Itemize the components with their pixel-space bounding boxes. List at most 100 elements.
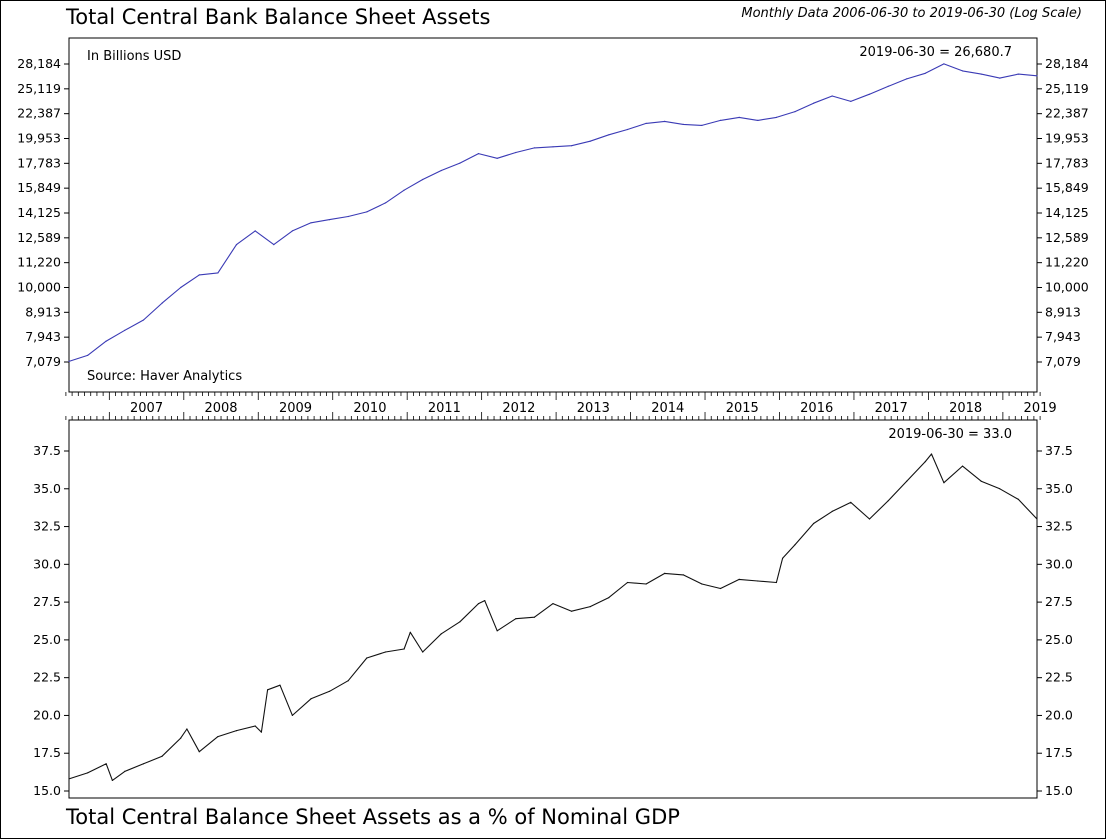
bottom-y-tick-label-left: 35.0 bbox=[33, 481, 61, 496]
x-year-label: 2019 bbox=[1024, 401, 1057, 416]
bottom-data-point bbox=[930, 453, 933, 455]
bottom-data-point bbox=[254, 725, 256, 727]
x-year-label: 2010 bbox=[353, 401, 386, 416]
bottom-y-tick-label-left: 22.5 bbox=[33, 670, 61, 685]
bottom-data-point bbox=[260, 731, 262, 733]
top-data-point bbox=[459, 162, 461, 164]
bottom-y-tick-label-left: 37.5 bbox=[33, 443, 61, 458]
top-data-point bbox=[719, 119, 722, 121]
top-data-point bbox=[738, 116, 740, 118]
bottom-data-point bbox=[868, 518, 871, 520]
bottom-data-point bbox=[459, 621, 461, 623]
top-y-tick-label-left: 28,184 bbox=[17, 56, 61, 71]
top-y-tick-label-right: 17,783 bbox=[1045, 155, 1089, 170]
bottom-y-tick-label-right: 25.0 bbox=[1045, 632, 1073, 647]
bottom-data-point bbox=[496, 630, 498, 632]
top-data-point bbox=[999, 77, 1001, 79]
top-y-tick-label-right: 14,125 bbox=[1045, 205, 1089, 220]
top-data-point bbox=[868, 93, 871, 95]
bottom-data-point bbox=[484, 600, 486, 602]
top-y-tick-label-left: 17,783 bbox=[17, 155, 61, 170]
top-data-point bbox=[850, 100, 852, 102]
top-y-tick-label-right: 7,943 bbox=[1045, 329, 1081, 344]
top-unit-note: In Billions USD bbox=[87, 49, 181, 64]
x-year-label: 2012 bbox=[502, 401, 535, 416]
top-data-point bbox=[180, 286, 182, 289]
bottom-data-point bbox=[924, 461, 926, 463]
bottom-data-point bbox=[124, 770, 126, 773]
bottom-y-tick-label-right: 17.5 bbox=[1045, 745, 1073, 760]
top-y-tick-label-left: 12,589 bbox=[17, 230, 61, 245]
top-y-tick-label-right: 11,220 bbox=[1045, 255, 1089, 270]
top-data-point bbox=[477, 153, 480, 155]
x-year-label: 2007 bbox=[130, 401, 163, 416]
top-data-point bbox=[924, 72, 926, 74]
top-data-point bbox=[664, 120, 666, 122]
bottom-data-point bbox=[217, 736, 219, 738]
top-y-tick-label-right: 22,387 bbox=[1045, 106, 1089, 121]
bottom-series-line bbox=[68, 453, 1038, 781]
top-y-tick-label-left: 7,943 bbox=[25, 329, 61, 344]
top-y-tick-label-left: 11,220 bbox=[17, 255, 61, 270]
bottom-data-point bbox=[235, 730, 238, 732]
bottom-data-point bbox=[961, 465, 964, 467]
top-y-tick-label-right: 25,119 bbox=[1045, 81, 1089, 96]
bottom-data-point bbox=[291, 714, 293, 717]
top-data-point bbox=[608, 134, 610, 136]
top-data-point bbox=[980, 73, 982, 75]
top-data-point bbox=[496, 157, 498, 159]
bottom-data-point bbox=[999, 488, 1001, 490]
top-y-tick-label-left: 19,953 bbox=[17, 130, 61, 145]
bottom-data-point bbox=[180, 737, 182, 739]
top-y-tick-label-left: 14,125 bbox=[17, 205, 61, 220]
top-data-point bbox=[589, 140, 591, 142]
bottom-data-point bbox=[409, 631, 411, 633]
top-data-point bbox=[310, 222, 312, 224]
bottom-last-value-label: 2019-06-30 = 33.0 bbox=[888, 427, 1012, 442]
bottom-data-point bbox=[1036, 518, 1038, 520]
bottom-data-point bbox=[440, 633, 442, 635]
top-data-point bbox=[235, 244, 238, 246]
bottom-y-tick-label-left: 30.0 bbox=[33, 556, 61, 571]
bottom-data-point bbox=[664, 572, 666, 575]
bottom-data-point bbox=[477, 603, 480, 605]
top-data-point bbox=[403, 189, 405, 191]
top-data-point bbox=[273, 244, 275, 246]
bottom-data-point bbox=[701, 583, 703, 585]
chart-subtitle: Monthly Data 2006-06-30 to 2019-06-30 (L… bbox=[741, 6, 1082, 21]
bottom-data-point bbox=[515, 618, 517, 620]
bottom-data-point bbox=[738, 578, 740, 581]
bottom-data-point bbox=[589, 606, 591, 608]
top-y-tick-label-left: 15,849 bbox=[17, 180, 61, 195]
bottom-y-tick-label-left: 32.5 bbox=[33, 519, 61, 534]
top-data-point bbox=[384, 202, 387, 204]
top-y-tick-label-right: 8,913 bbox=[1045, 304, 1081, 319]
top-y-tick-label-left: 7,079 bbox=[25, 354, 61, 369]
top-data-point bbox=[291, 230, 293, 232]
x-year-label: 2008 bbox=[204, 401, 237, 416]
top-data-point bbox=[906, 78, 908, 80]
bottom-data-point bbox=[813, 522, 815, 525]
bottom-data-point bbox=[533, 616, 536, 618]
bottom-data-point bbox=[645, 583, 647, 585]
top-data-point bbox=[87, 354, 89, 356]
bottom-data-point bbox=[626, 581, 629, 584]
bottom-y-tick-label-left: 25.0 bbox=[33, 632, 61, 647]
top-data-point bbox=[887, 85, 889, 87]
top-y-tick-label-right: 28,184 bbox=[1045, 56, 1089, 71]
bottom-data-point bbox=[887, 500, 889, 502]
top-y-tick-label-right: 12,589 bbox=[1045, 230, 1089, 245]
top-data-point bbox=[775, 116, 778, 118]
x-year-label: 2014 bbox=[651, 401, 684, 416]
top-data-point bbox=[347, 215, 349, 218]
top-data-point bbox=[1017, 73, 1020, 75]
top-chart-title: Total Central Bank Balance Sheet Assets bbox=[66, 5, 491, 29]
bottom-data-point bbox=[831, 510, 833, 512]
top-data-point bbox=[422, 178, 424, 181]
bottom-y-tick-label-right: 35.0 bbox=[1045, 481, 1073, 496]
top-data-point bbox=[329, 219, 331, 221]
top-data-point bbox=[682, 123, 684, 125]
top-data-point bbox=[552, 146, 554, 148]
top-data-point bbox=[105, 340, 107, 342]
